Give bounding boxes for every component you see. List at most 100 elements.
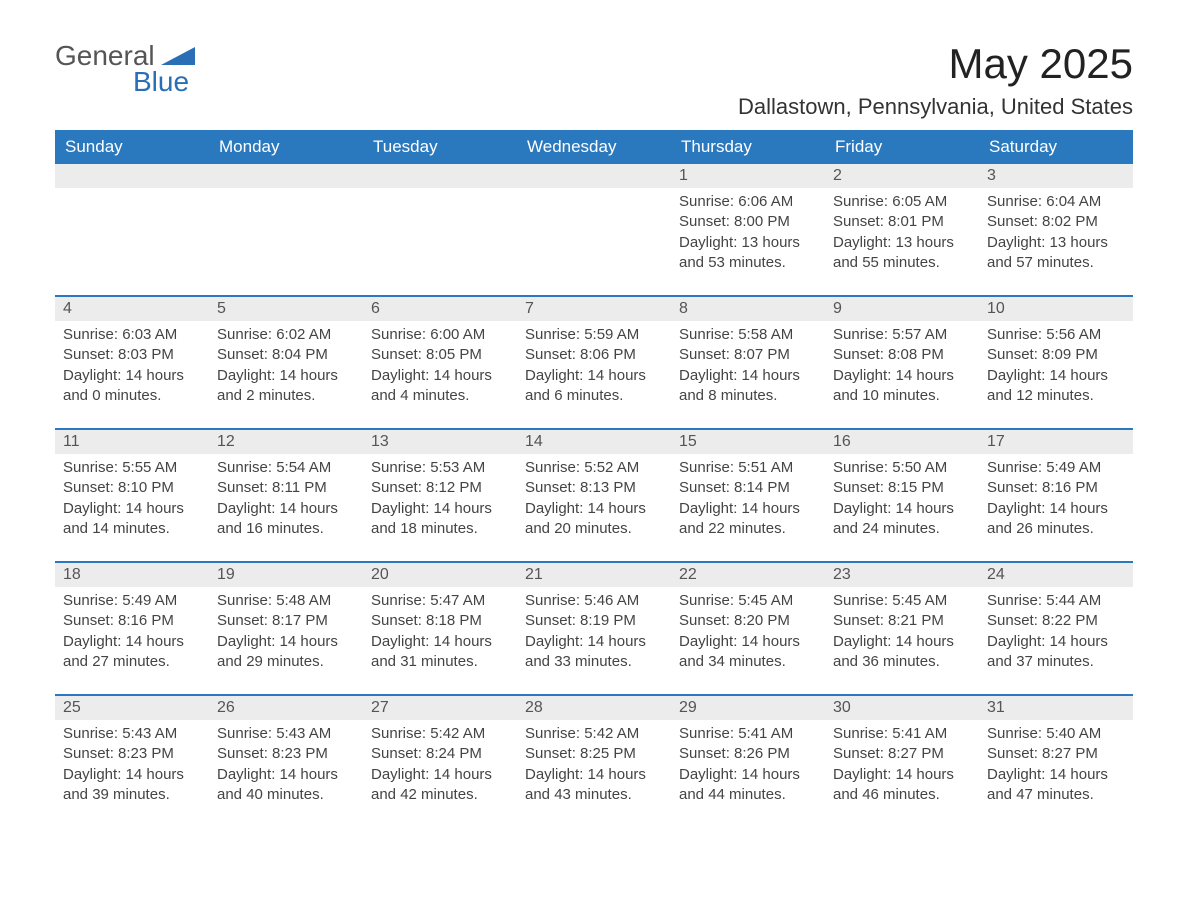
sunset-line: Sunset: 8:26 PM [679, 744, 817, 764]
day-number: 11 [55, 430, 209, 454]
daylight-line: Daylight: 14 hours and 29 minutes. [217, 632, 355, 673]
calendar-cell: 28Sunrise: 5:42 AMSunset: 8:25 PMDayligh… [517, 695, 671, 827]
calendar-cell: 18Sunrise: 5:49 AMSunset: 8:16 PMDayligh… [55, 562, 209, 695]
day-body: Sunrise: 5:58 AMSunset: 8:07 PMDaylight:… [671, 321, 825, 428]
calendar-cell: 20Sunrise: 5:47 AMSunset: 8:18 PMDayligh… [363, 562, 517, 695]
daylight-line: Daylight: 14 hours and 42 minutes. [371, 765, 509, 806]
calendar-cell: 13Sunrise: 5:53 AMSunset: 8:12 PMDayligh… [363, 429, 517, 562]
day-body: Sunrise: 5:45 AMSunset: 8:21 PMDaylight:… [825, 587, 979, 694]
sunset-line: Sunset: 8:23 PM [63, 744, 201, 764]
sunset-line: Sunset: 8:08 PM [833, 345, 971, 365]
daylight-line: Daylight: 14 hours and 6 minutes. [525, 366, 663, 407]
daylight-line: Daylight: 14 hours and 47 minutes. [987, 765, 1125, 806]
calendar-cell [55, 164, 209, 296]
day-number: 9 [825, 297, 979, 321]
daylight-line: Daylight: 14 hours and 16 minutes. [217, 499, 355, 540]
day-number: 5 [209, 297, 363, 321]
day-number: 7 [517, 297, 671, 321]
calendar-cell: 29Sunrise: 5:41 AMSunset: 8:26 PMDayligh… [671, 695, 825, 827]
calendar-cell: 9Sunrise: 5:57 AMSunset: 8:08 PMDaylight… [825, 296, 979, 429]
sunrise-line: Sunrise: 5:51 AM [679, 458, 817, 478]
daylight-line: Daylight: 14 hours and 44 minutes. [679, 765, 817, 806]
day-number: 17 [979, 430, 1133, 454]
day-number: 4 [55, 297, 209, 321]
location-text: Dallastown, Pennsylvania, United States [738, 94, 1133, 120]
sunset-line: Sunset: 8:27 PM [987, 744, 1125, 764]
sunset-line: Sunset: 8:14 PM [679, 478, 817, 498]
weekday-header: Wednesday [517, 130, 671, 164]
page-title: May 2025 [738, 40, 1133, 88]
daylight-line: Daylight: 14 hours and 18 minutes. [371, 499, 509, 540]
sunrise-line: Sunrise: 6:02 AM [217, 325, 355, 345]
day-number: 25 [55, 696, 209, 720]
daylight-line: Daylight: 13 hours and 57 minutes. [987, 233, 1125, 274]
sunrise-line: Sunrise: 6:05 AM [833, 192, 971, 212]
daylight-line: Daylight: 14 hours and 24 minutes. [833, 499, 971, 540]
day-number: 6 [363, 297, 517, 321]
sunset-line: Sunset: 8:21 PM [833, 611, 971, 631]
calendar-cell: 22Sunrise: 5:45 AMSunset: 8:20 PMDayligh… [671, 562, 825, 695]
day-number: 3 [979, 164, 1133, 188]
calendar-week-row: 11Sunrise: 5:55 AMSunset: 8:10 PMDayligh… [55, 429, 1133, 562]
sunrise-line: Sunrise: 5:53 AM [371, 458, 509, 478]
sunrise-line: Sunrise: 5:50 AM [833, 458, 971, 478]
sunset-line: Sunset: 8:27 PM [833, 744, 971, 764]
day-body: Sunrise: 6:05 AMSunset: 8:01 PMDaylight:… [825, 188, 979, 295]
daylight-line: Daylight: 13 hours and 55 minutes. [833, 233, 971, 274]
sunset-line: Sunset: 8:15 PM [833, 478, 971, 498]
sunset-line: Sunset: 8:17 PM [217, 611, 355, 631]
sunrise-line: Sunrise: 5:45 AM [679, 591, 817, 611]
calendar-cell: 3Sunrise: 6:04 AMSunset: 8:02 PMDaylight… [979, 164, 1133, 296]
sunset-line: Sunset: 8:09 PM [987, 345, 1125, 365]
logo: General Blue [55, 40, 195, 98]
sunset-line: Sunset: 8:12 PM [371, 478, 509, 498]
day-body: Sunrise: 5:44 AMSunset: 8:22 PMDaylight:… [979, 587, 1133, 694]
sunset-line: Sunset: 8:24 PM [371, 744, 509, 764]
day-number: 1 [671, 164, 825, 188]
sunset-line: Sunset: 8:04 PM [217, 345, 355, 365]
day-number: 23 [825, 563, 979, 587]
day-number: 27 [363, 696, 517, 720]
calendar-cell: 17Sunrise: 5:49 AMSunset: 8:16 PMDayligh… [979, 429, 1133, 562]
weekday-header: Sunday [55, 130, 209, 164]
day-number [517, 164, 671, 188]
day-body: Sunrise: 5:47 AMSunset: 8:18 PMDaylight:… [363, 587, 517, 694]
calendar-cell [209, 164, 363, 296]
day-body: Sunrise: 5:46 AMSunset: 8:19 PMDaylight:… [517, 587, 671, 694]
day-body: Sunrise: 5:51 AMSunset: 8:14 PMDaylight:… [671, 454, 825, 561]
day-number: 2 [825, 164, 979, 188]
calendar-cell: 21Sunrise: 5:46 AMSunset: 8:19 PMDayligh… [517, 562, 671, 695]
calendar-week-row: 1Sunrise: 6:06 AMSunset: 8:00 PMDaylight… [55, 164, 1133, 296]
daylight-line: Daylight: 14 hours and 20 minutes. [525, 499, 663, 540]
day-body: Sunrise: 5:54 AMSunset: 8:11 PMDaylight:… [209, 454, 363, 561]
sunset-line: Sunset: 8:19 PM [525, 611, 663, 631]
day-body [209, 188, 363, 214]
day-number: 31 [979, 696, 1133, 720]
sunset-line: Sunset: 8:01 PM [833, 212, 971, 232]
calendar-cell: 14Sunrise: 5:52 AMSunset: 8:13 PMDayligh… [517, 429, 671, 562]
day-number: 26 [209, 696, 363, 720]
calendar-cell: 12Sunrise: 5:54 AMSunset: 8:11 PMDayligh… [209, 429, 363, 562]
sunrise-line: Sunrise: 6:04 AM [987, 192, 1125, 212]
sunrise-line: Sunrise: 5:41 AM [679, 724, 817, 744]
calendar-cell: 16Sunrise: 5:50 AMSunset: 8:15 PMDayligh… [825, 429, 979, 562]
sunrise-line: Sunrise: 5:46 AM [525, 591, 663, 611]
day-body: Sunrise: 6:03 AMSunset: 8:03 PMDaylight:… [55, 321, 209, 428]
calendar-cell [517, 164, 671, 296]
sunset-line: Sunset: 8:23 PM [217, 744, 355, 764]
day-body: Sunrise: 5:53 AMSunset: 8:12 PMDaylight:… [363, 454, 517, 561]
sunrise-line: Sunrise: 5:41 AM [833, 724, 971, 744]
day-body: Sunrise: 5:43 AMSunset: 8:23 PMDaylight:… [55, 720, 209, 827]
sunrise-line: Sunrise: 5:43 AM [63, 724, 201, 744]
sunrise-line: Sunrise: 5:45 AM [833, 591, 971, 611]
sunrise-line: Sunrise: 5:58 AM [679, 325, 817, 345]
sunset-line: Sunset: 8:00 PM [679, 212, 817, 232]
sunset-line: Sunset: 8:20 PM [679, 611, 817, 631]
header: General Blue May 2025 Dallastown, Pennsy… [55, 40, 1133, 120]
day-body: Sunrise: 5:49 AMSunset: 8:16 PMDaylight:… [55, 587, 209, 694]
day-number: 21 [517, 563, 671, 587]
sunset-line: Sunset: 8:16 PM [63, 611, 201, 631]
daylight-line: Daylight: 14 hours and 8 minutes. [679, 366, 817, 407]
day-body: Sunrise: 5:57 AMSunset: 8:08 PMDaylight:… [825, 321, 979, 428]
day-body: Sunrise: 6:04 AMSunset: 8:02 PMDaylight:… [979, 188, 1133, 295]
